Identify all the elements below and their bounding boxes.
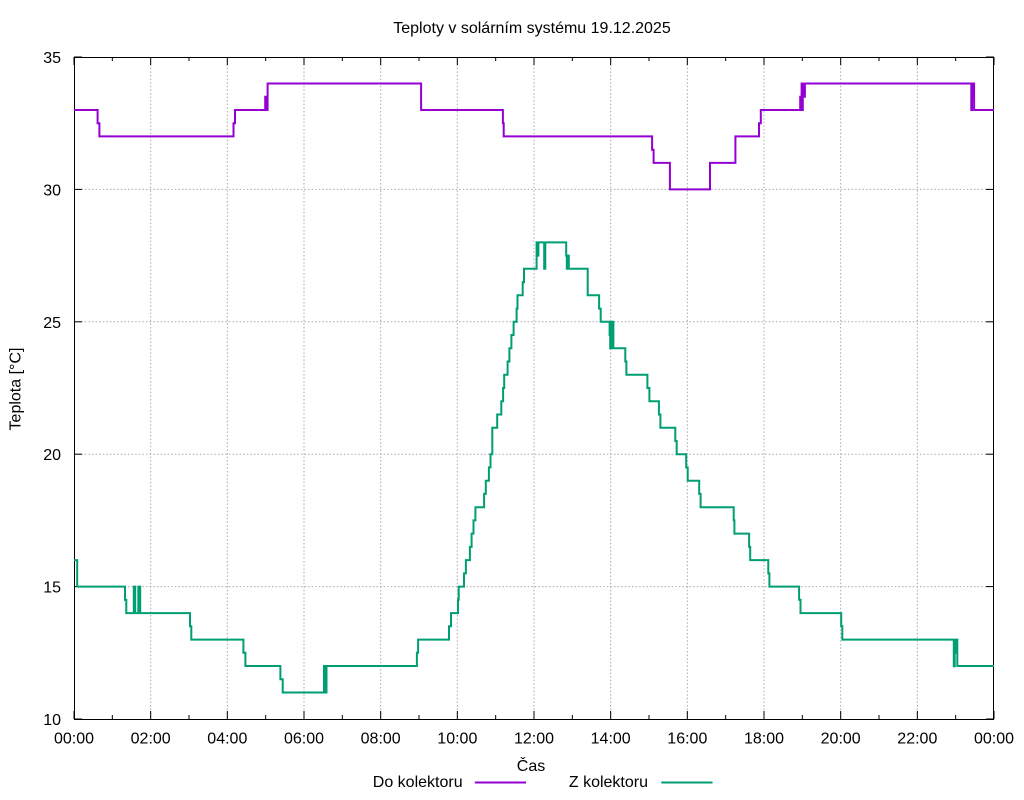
svg-text:25: 25 — [43, 315, 61, 332]
svg-text:Z kolektoru: Z kolektoru — [569, 774, 648, 791]
svg-text:Čas: Čas — [517, 756, 545, 775]
svg-text:22:00: 22:00 — [897, 731, 937, 748]
svg-text:12:00: 12:00 — [514, 731, 554, 748]
svg-text:20:00: 20:00 — [821, 731, 861, 748]
svg-text:20: 20 — [43, 447, 61, 464]
svg-text:02:00: 02:00 — [131, 731, 171, 748]
svg-text:14:00: 14:00 — [591, 731, 631, 748]
svg-text:Do kolektoru: Do kolektoru — [373, 774, 463, 791]
svg-text:10: 10 — [43, 712, 61, 729]
svg-text:Teploty v solárním systému 19.: Teploty v solárním systému 19.12.2025 — [393, 20, 671, 37]
svg-text:Teplota [°C]: Teplota [°C] — [8, 348, 25, 431]
svg-text:04:00: 04:00 — [207, 731, 247, 748]
svg-text:35: 35 — [43, 50, 61, 67]
svg-text:10:00: 10:00 — [437, 731, 477, 748]
svg-text:00:00: 00:00 — [54, 731, 94, 748]
svg-text:08:00: 08:00 — [361, 731, 401, 748]
svg-text:30: 30 — [43, 182, 61, 199]
svg-text:15: 15 — [43, 580, 61, 597]
svg-text:18:00: 18:00 — [744, 731, 784, 748]
svg-text:06:00: 06:00 — [284, 731, 324, 748]
svg-text:16:00: 16:00 — [667, 731, 707, 748]
svg-text:00:00: 00:00 — [974, 731, 1014, 748]
